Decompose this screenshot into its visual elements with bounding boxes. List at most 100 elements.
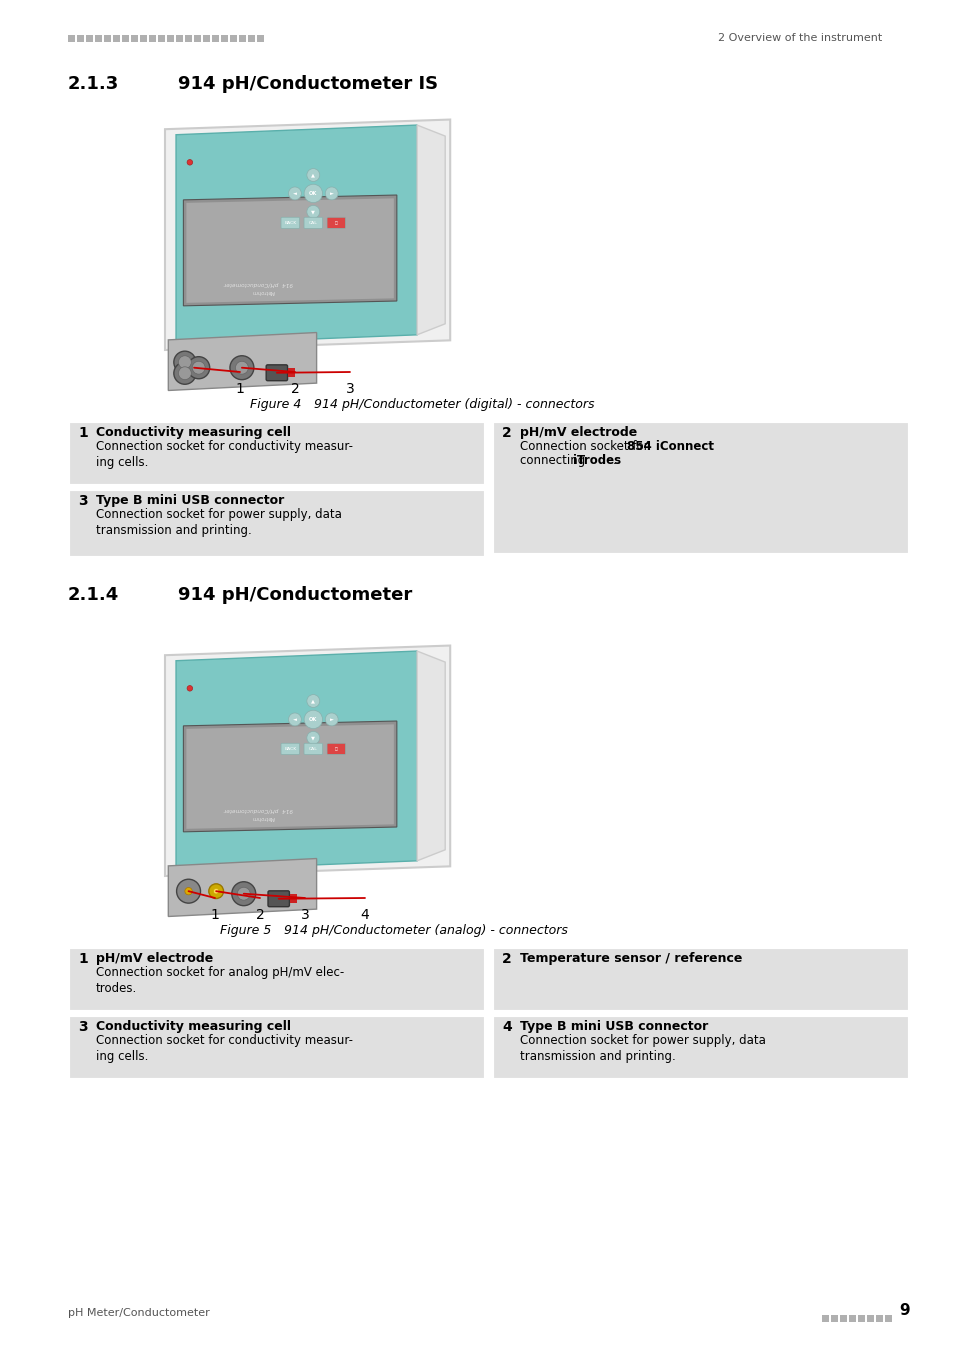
Bar	[290, 894, 296, 903]
FancyBboxPatch shape	[239, 35, 246, 42]
Text: ⏻: ⏻	[335, 747, 337, 751]
FancyBboxPatch shape	[304, 217, 322, 228]
Circle shape	[187, 159, 193, 165]
Circle shape	[232, 882, 255, 906]
FancyBboxPatch shape	[68, 35, 75, 42]
FancyBboxPatch shape	[266, 364, 287, 381]
Text: ▼: ▼	[311, 736, 315, 740]
FancyBboxPatch shape	[158, 35, 165, 42]
Polygon shape	[416, 651, 445, 861]
Circle shape	[185, 887, 193, 895]
Text: Metrohm: Metrohm	[252, 289, 274, 294]
Text: 3: 3	[300, 909, 309, 922]
Text: Connection socket for conductivity measur-
ing cells.: Connection socket for conductivity measu…	[96, 1034, 353, 1062]
FancyBboxPatch shape	[95, 35, 102, 42]
Text: Figure 4: Figure 4	[250, 398, 301, 410]
Text: 2: 2	[501, 952, 511, 967]
FancyBboxPatch shape	[86, 35, 92, 42]
Circle shape	[187, 686, 193, 691]
Circle shape	[193, 362, 205, 374]
Text: 1: 1	[78, 427, 88, 440]
Text: ▲: ▲	[311, 173, 315, 177]
Polygon shape	[168, 332, 316, 390]
Text: Connection socket for power supply, data
transmission and printing.: Connection socket for power supply, data…	[96, 508, 341, 537]
Polygon shape	[183, 194, 396, 306]
Polygon shape	[186, 198, 394, 302]
FancyBboxPatch shape	[68, 489, 485, 558]
Circle shape	[307, 732, 319, 744]
Bar	[288, 369, 295, 378]
Circle shape	[288, 713, 301, 726]
Circle shape	[304, 184, 322, 202]
Text: 2.1.4: 2.1.4	[68, 586, 119, 603]
Polygon shape	[168, 859, 316, 917]
Text: 2: 2	[501, 427, 511, 440]
FancyBboxPatch shape	[830, 1315, 837, 1322]
Circle shape	[235, 362, 248, 374]
Text: connecting: connecting	[519, 454, 588, 467]
Text: OK: OK	[309, 717, 317, 722]
Text: Type B mini USB connector: Type B mini USB connector	[96, 494, 284, 508]
Text: Connection socket for analog pH/mV elec-
trodes.: Connection socket for analog pH/mV elec-…	[96, 967, 344, 995]
FancyBboxPatch shape	[248, 35, 254, 42]
FancyBboxPatch shape	[884, 1315, 891, 1322]
FancyBboxPatch shape	[140, 35, 147, 42]
Text: 2 Overview of the instrument: 2 Overview of the instrument	[717, 32, 882, 43]
Text: 1: 1	[78, 952, 88, 967]
Circle shape	[237, 887, 250, 900]
Text: Conductivity measuring cell: Conductivity measuring cell	[96, 427, 291, 439]
Circle shape	[307, 695, 319, 707]
FancyBboxPatch shape	[77, 35, 84, 42]
Text: ▲: ▲	[311, 698, 315, 703]
FancyBboxPatch shape	[212, 35, 219, 42]
FancyBboxPatch shape	[149, 35, 156, 42]
Text: 3: 3	[78, 494, 88, 508]
FancyBboxPatch shape	[68, 421, 485, 486]
Text: ⏻: ⏻	[335, 221, 337, 225]
Text: Connection socket for: Connection socket for	[519, 440, 652, 454]
Text: 4: 4	[501, 1021, 511, 1034]
Circle shape	[325, 188, 337, 200]
Text: Figure 5: Figure 5	[220, 923, 271, 937]
Text: CAL: CAL	[309, 747, 317, 751]
Text: 3: 3	[78, 1021, 88, 1034]
Text: Connection socket for power supply, data
transmission and printing.: Connection socket for power supply, data…	[519, 1034, 765, 1062]
Text: pH/mV electrode: pH/mV electrode	[519, 427, 637, 439]
FancyBboxPatch shape	[175, 35, 183, 42]
Text: 914  pH/Conductometer: 914 pH/Conductometer	[223, 807, 293, 813]
Circle shape	[173, 362, 195, 385]
Circle shape	[178, 367, 192, 379]
FancyBboxPatch shape	[167, 35, 173, 42]
Text: OK: OK	[309, 190, 317, 196]
FancyBboxPatch shape	[866, 1315, 873, 1322]
Circle shape	[209, 884, 223, 899]
Circle shape	[288, 188, 301, 200]
Circle shape	[213, 888, 218, 894]
FancyBboxPatch shape	[203, 35, 210, 42]
FancyBboxPatch shape	[857, 1315, 864, 1322]
FancyBboxPatch shape	[281, 217, 299, 228]
Circle shape	[307, 169, 319, 181]
Polygon shape	[183, 721, 396, 832]
FancyBboxPatch shape	[304, 744, 322, 755]
Circle shape	[176, 879, 200, 903]
Text: iTrodes: iTrodes	[573, 454, 620, 467]
Text: BACK: BACK	[284, 221, 296, 225]
Text: ◄: ◄	[293, 190, 296, 196]
Circle shape	[173, 351, 195, 373]
Text: 914 pH/Conductometer: 914 pH/Conductometer	[178, 586, 412, 603]
Polygon shape	[165, 645, 450, 876]
Circle shape	[230, 356, 253, 379]
Circle shape	[188, 356, 210, 379]
Text: Metrohm: Metrohm	[252, 815, 274, 821]
FancyBboxPatch shape	[492, 946, 909, 1012]
Text: Conductivity measuring cell: Conductivity measuring cell	[96, 1021, 291, 1033]
Text: CAL: CAL	[309, 221, 317, 225]
FancyBboxPatch shape	[268, 891, 289, 907]
FancyBboxPatch shape	[131, 35, 138, 42]
FancyBboxPatch shape	[193, 35, 201, 42]
Text: 914 pH/Conductometer (analog) - connectors: 914 pH/Conductometer (analog) - connecto…	[272, 923, 567, 937]
FancyBboxPatch shape	[327, 744, 345, 755]
Text: Temperature sensor / reference: Temperature sensor / reference	[519, 952, 741, 965]
Text: pH/mV electrode: pH/mV electrode	[96, 952, 213, 965]
